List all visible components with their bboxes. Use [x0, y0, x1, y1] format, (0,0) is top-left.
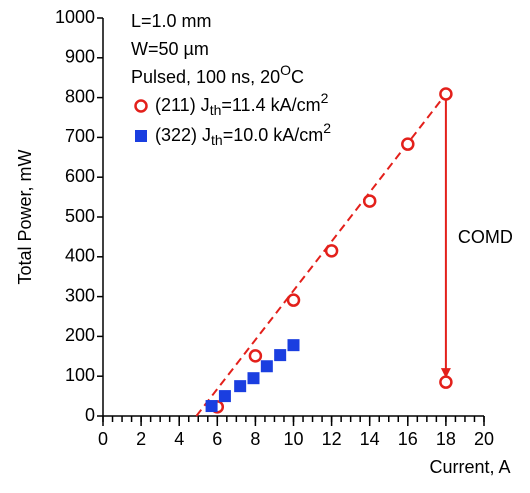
y-tick-label: 600: [65, 166, 95, 186]
marker: [248, 349, 263, 363]
text-part: W=50 µm: [131, 39, 209, 59]
marker: [205, 400, 218, 413]
marker: [287, 339, 300, 352]
marker: [401, 137, 415, 151]
x-tick-label: 18: [436, 429, 456, 449]
label: Pulsed, 100 ns, 20OC: [131, 62, 304, 86]
marker: [234, 380, 247, 393]
marker: [218, 390, 231, 403]
x-tick-label: 20: [474, 429, 494, 449]
y-axis-label: Total Power, mW: [15, 149, 35, 284]
x-tick-label: 10: [283, 429, 303, 449]
text-part: O: [280, 62, 291, 78]
text-part: 2: [323, 120, 331, 136]
y-tick-label: 0: [85, 405, 95, 425]
legend-marker: [135, 130, 147, 142]
y-tick-label: 100: [65, 365, 95, 385]
label: W=50 µm: [131, 39, 209, 59]
y-tick-label: 400: [65, 246, 95, 266]
y-tick-label: 300: [65, 285, 95, 305]
marker: [274, 349, 287, 362]
text-part: 2: [321, 90, 329, 106]
marker: [247, 372, 260, 385]
arrow-label: COMD: [458, 227, 513, 247]
x-tick-label: 6: [212, 429, 222, 449]
text-part: (211) J: [155, 95, 210, 115]
label: (211) Jth=11.4 kA/cm2: [155, 90, 329, 117]
marker: [286, 293, 301, 307]
legend-marker: [134, 99, 148, 113]
text-part: L=1.0 mm: [131, 11, 212, 31]
x-tick-label: 0: [98, 429, 108, 449]
x-tick-label: 2: [136, 429, 146, 449]
text-part: C: [291, 67, 304, 87]
arrow-head: [440, 368, 451, 379]
marker: [439, 87, 453, 101]
y-tick-label: 800: [65, 86, 95, 106]
text-part: th: [211, 132, 223, 148]
text-part: (322) J: [155, 125, 211, 145]
x-tick-label: 14: [360, 429, 380, 449]
y-tick-label: 200: [65, 325, 95, 345]
text-part: th: [210, 102, 222, 118]
marker: [324, 244, 339, 258]
x-tick-label: 12: [322, 429, 342, 449]
marker: [439, 375, 453, 389]
marker: [362, 194, 377, 208]
text-part: =11.4 kA/cm: [221, 95, 320, 115]
y-tick-label: 500: [65, 206, 95, 226]
x-tick-label: 16: [398, 429, 418, 449]
text-part: =10.0 kA/cm: [223, 125, 324, 145]
label: L=1.0 mm: [131, 11, 212, 31]
x-tick-label: 4: [174, 429, 184, 449]
label: (322) Jth=10.0 kA/cm2: [155, 120, 331, 147]
marker: [260, 360, 273, 373]
text-part: Pulsed, 100 ns, 20: [131, 67, 280, 87]
y-tick-label: 700: [65, 126, 95, 146]
y-tick-label: 900: [65, 47, 95, 67]
y-tick-label: 1000: [55, 7, 95, 27]
x-axis-label: Current, A: [429, 457, 510, 477]
x-tick-label: 8: [250, 429, 260, 449]
